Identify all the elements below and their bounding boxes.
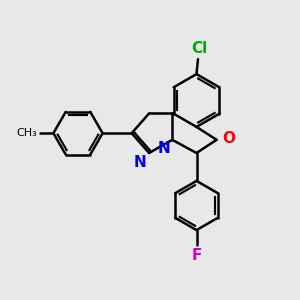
Text: Cl: Cl [191,41,208,56]
Text: N: N [134,155,147,170]
Text: N: N [158,141,171,156]
Text: CH₃: CH₃ [17,128,38,138]
Text: F: F [191,248,202,262]
Text: O: O [222,131,235,146]
